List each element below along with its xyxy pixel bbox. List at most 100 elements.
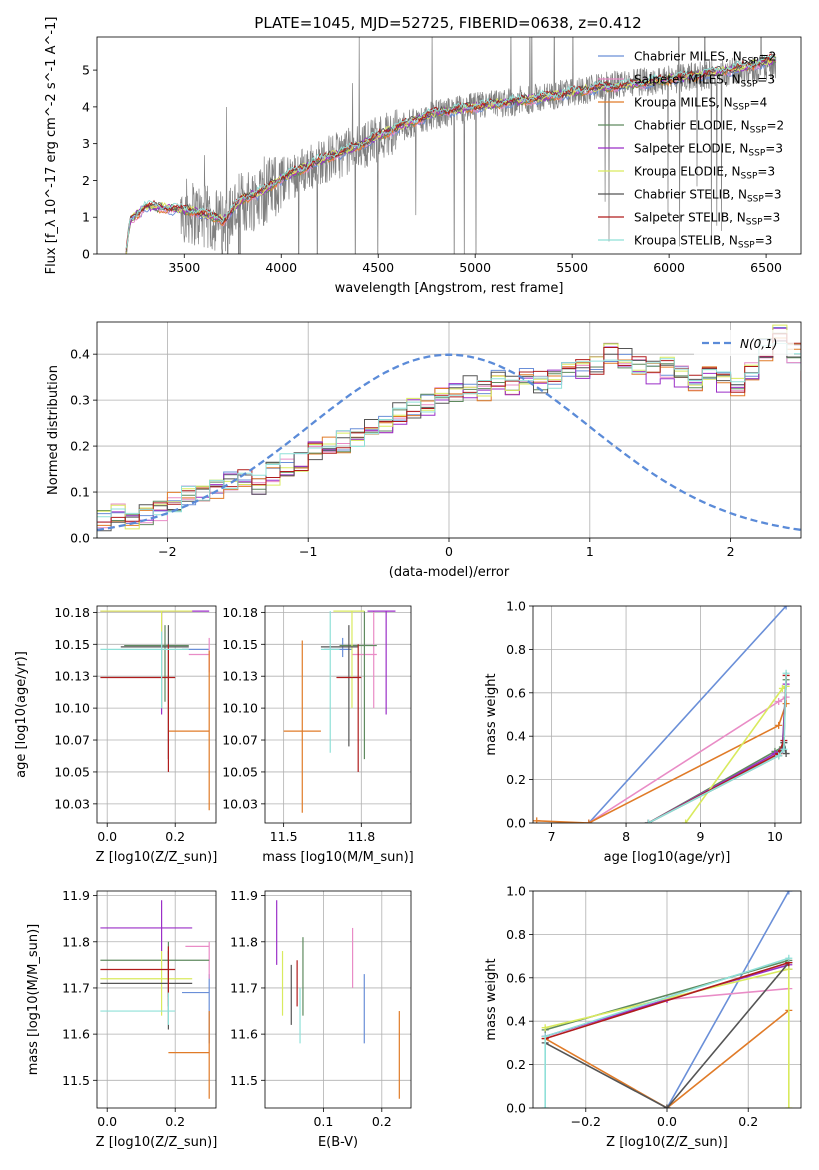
legend-entry: Kroupa STELIB, NSSP=3	[634, 234, 772, 251]
y-tick-label: 5	[82, 63, 90, 78]
plot-area-age-vs-mass	[283, 610, 396, 813]
x-axis-label: Z [log10(Z/Z_sun)]	[96, 850, 218, 865]
weight-marker	[644, 819, 652, 823]
legend-subscript: SSP	[742, 57, 759, 67]
y-tick-label: 10.05	[222, 764, 258, 779]
y-tick-label: 10.18	[222, 605, 258, 620]
panel-mass-vs-Z: 0.0 0.2 11.5 11.6 11.7 11.8 11.9 Z [log10(Z/Z_s…	[26, 888, 217, 1150]
y-tick-label: 10.15	[54, 637, 90, 652]
y-tick-label: 10.03	[54, 796, 90, 811]
legend-subscript: SSP	[746, 218, 763, 228]
plot-area-spectrum	[125, 37, 777, 254]
axes-age-vs-mass: 11.5 11.8 10.03 10.05 10.07 10.10 10.13 10.15 10…	[222, 605, 414, 865]
axes-age-vs-Z: 0.0 0.2 10.03 10.05 10.07 10.10 10.13 10.15 10.1…	[14, 605, 217, 865]
weight-marker	[785, 1104, 793, 1108]
legend-entry: Kroupa ELODIE, NSSP=3	[634, 165, 775, 182]
y-tick-label: 11.9	[230, 888, 258, 903]
panel-mass-vs-EBV: 0.1 0.2 11.5 11.6 11.7 11.8 11.9 E(B-V)	[230, 888, 412, 1150]
figure-title: PLATE=1045, MJD=52725, FIBERID=0638, z=0…	[254, 14, 641, 32]
plot-area-weight-vs-Z	[541, 891, 793, 1108]
legend-nssp: =3	[755, 234, 773, 248]
legend-entry: Salpeter STELIB, NSSP=3	[634, 211, 780, 228]
x-axis-label: (data-model)/error	[389, 565, 510, 580]
x-tick-label: 11.8	[347, 829, 375, 844]
legend-nssp: =3	[763, 211, 781, 225]
weight-marker	[778, 684, 786, 692]
y-tick-label: 0.8	[506, 642, 526, 657]
axes-frame	[96, 321, 802, 539]
axes-spectrum: 3500 4000 4500 5000 5500 6000 6500 0 1 2 3 4 5 wavele…	[44, 17, 802, 296]
y-tick-label: 11.9	[62, 888, 90, 903]
y-tick-label: 0.6	[506, 970, 526, 985]
legend-subscript: SSP	[748, 149, 765, 159]
weight-marker	[785, 891, 793, 895]
panel-weight-vs-Z: −0.2 0.0 0.2 0.0 0.2 0.4 0.6 0.8 1.0 Z [log10(Z/Z…	[484, 884, 802, 1150]
x-tick-label: 4000	[265, 260, 297, 275]
weight-line	[648, 675, 787, 823]
x-tick-label: 10	[767, 829, 783, 844]
y-tick-label: 11.6	[62, 1027, 90, 1042]
legend-entry: Chabrier MILES, NSSP=2	[634, 50, 776, 67]
x-tick-label: 3500	[168, 260, 200, 275]
axes-frame	[532, 890, 802, 1109]
y-tick-label: 3	[82, 136, 90, 151]
weight-marker	[782, 606, 790, 610]
weight-marker	[775, 697, 783, 705]
legend-box	[694, 330, 794, 356]
grid-weight-vs-age	[533, 605, 801, 824]
x-tick-label: 2	[727, 544, 735, 559]
weight-line	[544, 1009, 790, 1108]
panel-age-vs-Z: 0.0 0.2 10.03 10.05 10.07 10.10 10.13 10.15 10.1…	[14, 605, 217, 865]
x-tick-label: 0.2	[165, 829, 185, 844]
legend-nssp: =3	[757, 165, 775, 179]
x-tick-label: 0.2	[738, 1114, 758, 1129]
weight-marker	[682, 819, 690, 823]
axes-frame	[96, 605, 217, 824]
weight-line	[588, 606, 787, 823]
axes-frame	[96, 36, 802, 255]
x-axis-label: Z [log10(Z/Z_sun)]	[96, 1135, 218, 1150]
legend-subscript: SSP	[741, 172, 758, 182]
y-tick-label: 10.07	[222, 733, 258, 748]
x-tick-label: 11.5	[270, 829, 298, 844]
y-tick-label: 10.10	[222, 701, 258, 716]
plot-area-mass-vs-EBV	[276, 900, 400, 1099]
y-tick-label: 0.4	[70, 347, 90, 362]
axes-frame	[264, 605, 412, 824]
histogram-6	[97, 340, 801, 538]
weight-marker	[782, 669, 790, 677]
weight-marker	[663, 1104, 671, 1108]
legend-subscript: SSP	[741, 80, 758, 90]
weight-line	[666, 891, 790, 1108]
y-tick-label: 10.05	[54, 764, 90, 779]
y-axis-label: mass weight	[484, 673, 499, 755]
x-tick-label: 7	[548, 829, 556, 844]
y-axis-label: mass [log10(M/M_sun)]	[26, 924, 41, 1076]
y-tick-label: 10.07	[54, 733, 90, 748]
x-tick-label: 0.0	[97, 1114, 117, 1129]
y-tick-label: 1	[82, 210, 90, 225]
y-tick-label: 0.6	[506, 685, 526, 700]
x-tick-label: 1	[586, 544, 594, 559]
weight-marker	[775, 752, 783, 760]
weight-marker	[785, 965, 793, 973]
plots-layer: 3500 4000 4500 5000 5500 6000 6500 0 1 2 3 4 5 wavele…	[14, 17, 802, 1150]
weight-marker	[541, 1024, 549, 1032]
y-tick-label: 0.2	[506, 772, 526, 787]
legend-nssp: =3	[765, 142, 783, 156]
x-tick-label: −2	[158, 544, 176, 559]
model-spectrum-line	[125, 55, 776, 254]
legend-nssp: =2	[759, 50, 777, 64]
y-tick-label: 11.5	[62, 1073, 90, 1088]
weight-marker	[782, 750, 790, 758]
x-axis-label: E(B-V)	[318, 1135, 358, 1150]
x-tick-label: −1	[299, 544, 317, 559]
y-tick-label: 11.5	[230, 1073, 258, 1088]
y-tick-label: 11.8	[230, 934, 258, 949]
grid-mass-vs-EBV	[265, 891, 411, 1108]
y-tick-label: 1.0	[506, 884, 526, 899]
x-tick-label: 0.2	[372, 1114, 392, 1129]
axes-weight-vs-Z: −0.2 0.0 0.2 0.0 0.2 0.4 0.6 0.8 1.0 Z [log10(Z/Z…	[484, 884, 802, 1150]
x-tick-label: 6500	[750, 260, 782, 275]
weight-marker	[541, 1104, 549, 1108]
